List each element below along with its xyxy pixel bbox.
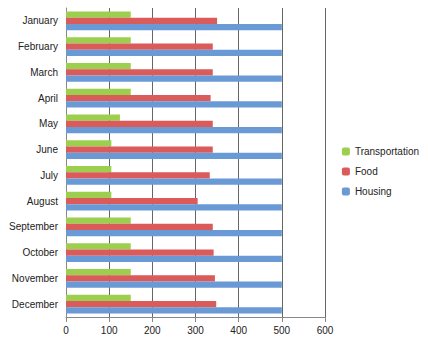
svg-text:Food: Food [355,166,378,177]
svg-text:November: November [12,273,59,284]
svg-text:July: July [40,170,58,181]
svg-text:October: October [22,247,58,258]
svg-text:Transportation: Transportation [355,146,419,157]
svg-text:May: May [39,118,58,129]
svg-text:Housing: Housing [355,186,392,197]
svg-text:300: 300 [187,325,204,336]
svg-text:200: 200 [144,325,161,336]
svg-text:January: January [22,15,58,26]
svg-text:August: August [27,196,58,207]
svg-text:600: 600 [317,325,334,336]
svg-text:December: December [12,299,59,310]
svg-text:400: 400 [230,325,247,336]
svg-text:0: 0 [63,325,69,336]
svg-text:June: June [36,144,58,155]
svg-text:500: 500 [273,325,290,336]
svg-text:February: February [18,41,58,52]
svg-text:April: April [38,93,58,104]
svg-text:100: 100 [101,325,118,336]
svg-text:March: March [30,67,58,78]
svg-text:September: September [9,221,59,232]
